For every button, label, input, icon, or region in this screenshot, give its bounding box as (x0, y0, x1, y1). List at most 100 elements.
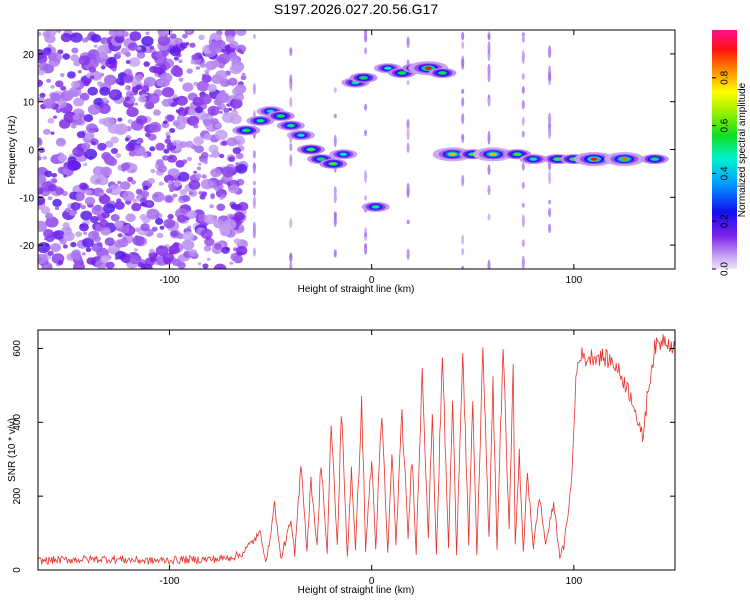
noise-blob (98, 103, 111, 114)
noise-blob (235, 162, 240, 166)
noise-blob (210, 168, 222, 178)
noise-blob (102, 97, 108, 103)
noise-blob (213, 263, 227, 269)
noise-blob (217, 179, 224, 186)
y-tick-label: -20 (20, 241, 35, 252)
noise-blob (145, 132, 151, 138)
noise-blob (182, 82, 194, 92)
noise-blob (140, 263, 153, 269)
noise-blob (172, 141, 177, 146)
noise-blob (210, 60, 220, 68)
noise-blob (136, 51, 146, 59)
noise-streak (406, 127, 410, 141)
noise-streak (548, 207, 552, 218)
noise-blob (119, 225, 130, 234)
noise-blob (105, 261, 115, 269)
noise-streak (461, 58, 465, 70)
spectral-peak (297, 133, 305, 137)
noise-blob (194, 106, 204, 114)
noise-blob (156, 232, 164, 239)
noise-blob (129, 254, 141, 265)
noise-streak (548, 112, 552, 125)
x-tick-label: 0 (369, 576, 375, 587)
noise-blob (38, 96, 45, 103)
noise-blob (45, 212, 53, 220)
noise-blob (199, 194, 206, 200)
noise-blob (147, 178, 156, 184)
noise-blob (203, 245, 212, 252)
noise-blob (200, 63, 206, 68)
noise-blob (181, 239, 195, 251)
noise-blob (40, 206, 51, 215)
snr-panel: 0 200 400 600 -100 0 100 Height of straight l… (7, 329, 676, 596)
noise-blob (60, 32, 72, 43)
spectrogram-noise-region (38, 30, 552, 269)
noise-streak (487, 184, 491, 196)
noise-blob (142, 152, 149, 159)
noise-blob (179, 189, 188, 196)
spectral-peak (489, 152, 497, 156)
noise-blob (163, 120, 168, 125)
noise-streak (521, 100, 525, 110)
spectral-peak (329, 162, 337, 166)
noise-blob (229, 40, 239, 49)
noise-streak (252, 150, 256, 159)
noise-blob (214, 129, 228, 141)
noise-blob (152, 191, 165, 203)
noise-blob (178, 77, 184, 82)
noise-blob (221, 140, 228, 146)
noise-streak (487, 33, 491, 41)
noise-blob (226, 137, 238, 147)
noise-streak (461, 265, 465, 269)
noise-blob (78, 55, 91, 66)
noise-blob (75, 231, 83, 238)
noise-streak (487, 164, 491, 175)
noise-blob (231, 158, 235, 162)
noise-blob (234, 204, 242, 211)
noise-blob (176, 214, 187, 223)
noise-blob (116, 198, 122, 203)
noise-blob (194, 173, 202, 180)
noise-streak (333, 211, 337, 219)
colorbar-tick-label: 0.6 (720, 118, 731, 132)
noise-blob (111, 67, 117, 72)
noise-blob (179, 141, 188, 148)
noise-blob (99, 166, 112, 177)
noise-blob (146, 201, 153, 207)
spectral-peak (287, 124, 295, 128)
noise-blob (145, 31, 150, 35)
noise-blob (161, 155, 169, 161)
noise-streak (289, 97, 293, 108)
noise-blob (154, 253, 158, 257)
noise-streak (333, 192, 337, 204)
noise-blob (197, 162, 202, 166)
noise-blob (204, 214, 216, 225)
noise-blob (229, 261, 234, 265)
noise-blob (241, 72, 246, 77)
noise-blob (87, 104, 101, 115)
noise-streak (289, 255, 293, 263)
noise-blob (79, 223, 85, 228)
noise-blob (172, 193, 178, 198)
spectral-peak (307, 147, 315, 152)
noise-blob (141, 36, 154, 47)
noise-blob (51, 178, 57, 183)
noise-blob (187, 115, 199, 126)
noise-blob (47, 250, 54, 256)
noise-blob (169, 128, 176, 133)
noise-streak (548, 199, 552, 205)
noise-blob (148, 121, 162, 133)
noise-blob (210, 193, 216, 198)
spectral-peak (449, 152, 457, 156)
noise-blob (60, 85, 67, 91)
noise-blob (60, 73, 65, 77)
noise-blob (175, 95, 188, 106)
noise-blob (177, 108, 188, 117)
noise-blob (229, 64, 242, 75)
noise-blob (102, 117, 115, 127)
noise-streak (252, 221, 256, 233)
noise-blob (85, 189, 93, 196)
x-tick-label: 100 (566, 576, 583, 587)
noise-blob (99, 51, 108, 59)
